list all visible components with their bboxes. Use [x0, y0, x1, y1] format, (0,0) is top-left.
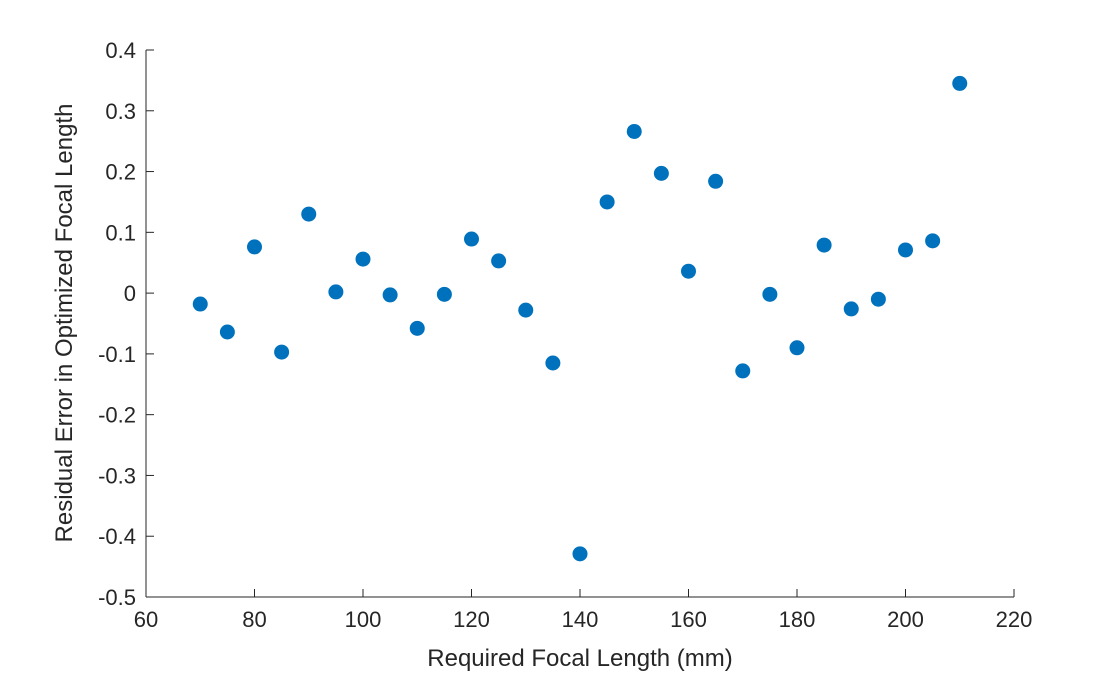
data-point — [274, 344, 290, 360]
x-tick-label: 100 — [345, 607, 382, 632]
data-point — [708, 173, 724, 189]
data-point — [491, 253, 507, 269]
x-tick-label: 220 — [996, 607, 1033, 632]
data-point — [626, 123, 642, 139]
data-point — [816, 237, 832, 253]
data-point — [219, 324, 235, 340]
x-tick-label: 80 — [242, 607, 266, 632]
data-point — [870, 291, 886, 307]
axes: 60 80 100 120 140 160 180 200 220 -0.5 -0.4 -0.3 -0.… — [98, 38, 1032, 632]
data-point — [328, 284, 344, 300]
y-tick-label: -0.5 — [98, 585, 136, 610]
data-point — [599, 194, 615, 210]
y-tick-label: -0.1 — [98, 342, 136, 367]
y-tick-label: -0.2 — [98, 403, 136, 428]
y-tick-label: -0.4 — [98, 524, 136, 549]
data-point — [952, 75, 968, 91]
y-tick-label: 0 — [124, 281, 136, 306]
data-point — [192, 296, 208, 312]
x-tick-label: 160 — [670, 607, 707, 632]
data-point — [735, 363, 751, 379]
y-tick-label: -0.3 — [98, 463, 136, 488]
y-tick-label: 0.1 — [105, 220, 136, 245]
x-tick-label: 180 — [779, 607, 816, 632]
data-point — [653, 165, 669, 181]
data-point — [382, 287, 398, 303]
data-point — [355, 251, 371, 267]
data-point — [925, 233, 941, 249]
data-point — [518, 302, 534, 318]
x-tick-label: 140 — [562, 607, 599, 632]
x-tick-label: 120 — [453, 607, 490, 632]
data-point — [762, 286, 778, 302]
data-point — [464, 231, 479, 247]
data-point — [301, 206, 317, 222]
y-tick-label: 0.4 — [105, 38, 136, 63]
data-point — [247, 239, 262, 255]
data-points — [192, 75, 968, 562]
data-point — [681, 263, 696, 279]
x-tick-label: 60 — [134, 607, 158, 632]
data-point — [843, 301, 859, 317]
x-axis-label: Required Focal Length (mm) — [427, 645, 732, 672]
y-tick-label: 0.3 — [105, 99, 136, 124]
data-point — [898, 242, 913, 258]
data-point — [436, 286, 452, 302]
y-axis-label: Residual Error in Optimized Focal Length — [51, 104, 78, 543]
data-point — [789, 340, 805, 356]
data-point — [572, 546, 588, 562]
x-tick-label: 200 — [887, 607, 924, 632]
y-tick-label: 0.2 — [105, 160, 136, 185]
data-point — [409, 320, 425, 336]
data-point — [545, 355, 561, 371]
